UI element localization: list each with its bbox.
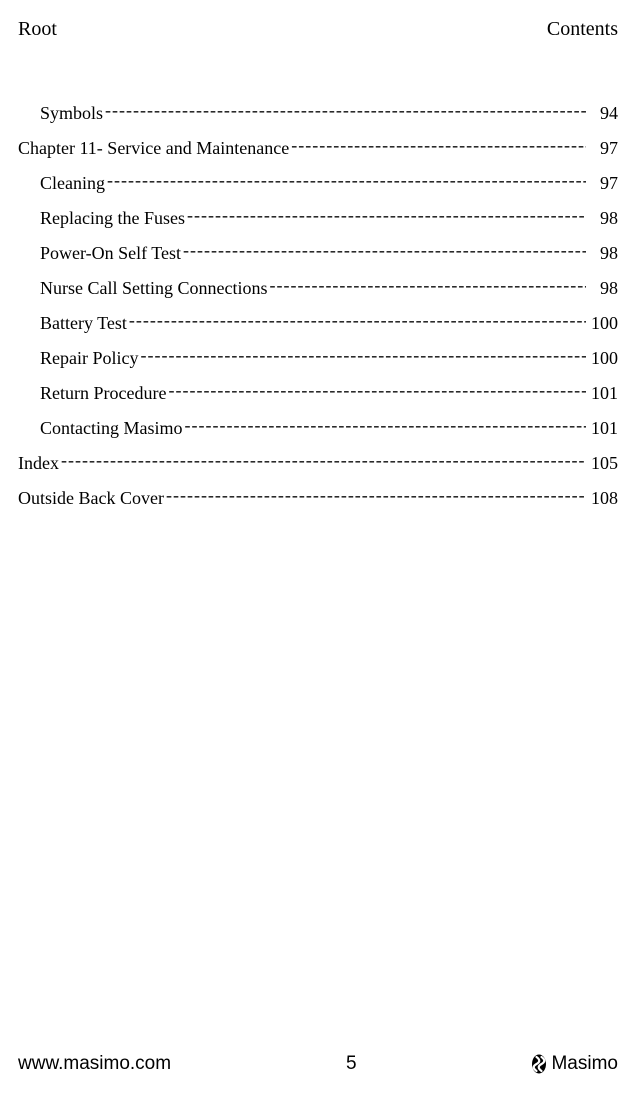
toc-entry-page: 97 xyxy=(588,174,618,192)
footer-brand-text: Masimo xyxy=(551,1053,618,1075)
toc-entry-label: Outside Back Cover xyxy=(18,489,164,507)
table-of-contents: Symbols 94 Chapter 11- Service and Mainten… xyxy=(18,101,618,507)
toc-leader xyxy=(269,276,586,294)
toc-leader xyxy=(105,101,586,119)
toc-entry-label: Nurse Call Setting Connections xyxy=(40,279,267,297)
toc-leader xyxy=(187,206,586,224)
toc-entry: Contacting Masimo 101 xyxy=(40,416,618,437)
toc-entry-label: Contacting Masimo xyxy=(40,419,183,437)
toc-entry-page: 108 xyxy=(588,489,618,507)
toc-leader xyxy=(107,171,586,189)
page-footer: www.masimo.com 5 Masimo xyxy=(0,1053,636,1075)
toc-entry: Nurse Call Setting Connections 98 xyxy=(40,276,618,297)
footer-url: www.masimo.com xyxy=(18,1053,171,1075)
toc-entry-label: Return Procedure xyxy=(40,384,166,402)
toc-leader xyxy=(61,451,586,469)
toc-entry-page: 100 xyxy=(588,349,618,367)
toc-entry: Symbols 94 xyxy=(40,101,618,122)
toc-leader xyxy=(291,136,586,154)
header-left: Root xyxy=(18,18,57,41)
toc-entry: Power-On Self Test 98 xyxy=(40,241,618,262)
toc-entry-label: Index xyxy=(18,454,59,472)
footer-page-number: 5 xyxy=(346,1053,357,1075)
toc-entry: Index 105 xyxy=(18,451,618,472)
toc-entry-label: Cleaning xyxy=(40,174,105,192)
toc-entry: Replacing the Fuses 98 xyxy=(40,206,618,227)
footer-brand-block: Masimo xyxy=(531,1053,618,1075)
toc-entry: Outside Back Cover 108 xyxy=(18,486,618,507)
toc-entry: Chapter 11- Service and Maintenance 97 xyxy=(18,136,618,157)
toc-entry: Battery Test 100 xyxy=(40,311,618,332)
toc-leader xyxy=(185,416,587,434)
toc-entry-label: Chapter 11- Service and Maintenance xyxy=(18,139,289,157)
toc-entry: Repair Policy 100 xyxy=(40,346,618,367)
toc-entry-page: 98 xyxy=(588,244,618,262)
toc-entry-label: Repair Policy xyxy=(40,349,138,367)
toc-entry-page: 101 xyxy=(588,384,618,402)
page: Root Contents Symbols 94 Chapter 11- Servi… xyxy=(0,0,636,1097)
toc-entry-page: 98 xyxy=(588,279,618,297)
toc-entry-label: Power-On Self Test xyxy=(40,244,181,262)
toc-entry-label: Battery Test xyxy=(40,314,127,332)
toc-entry-label: Replacing the Fuses xyxy=(40,209,185,227)
toc-entry-label: Symbols xyxy=(40,104,103,122)
toc-entry: Return Procedure 101 xyxy=(40,381,618,402)
toc-entry-page: 97 xyxy=(588,139,618,157)
toc-entry-page: 94 xyxy=(588,104,618,122)
toc-entry: Cleaning 97 xyxy=(40,171,618,192)
toc-entry-page: 100 xyxy=(588,314,618,332)
toc-entry-page: 98 xyxy=(588,209,618,227)
masimo-logo-icon xyxy=(531,1054,547,1074)
page-header: Root Contents xyxy=(18,18,618,41)
toc-entry-page: 101 xyxy=(588,419,618,437)
toc-leader xyxy=(140,346,586,364)
toc-leader xyxy=(129,311,586,329)
header-right: Contents xyxy=(547,18,618,41)
toc-leader xyxy=(183,241,586,259)
toc-leader xyxy=(166,486,586,504)
toc-entry-page: 105 xyxy=(588,454,618,472)
toc-leader xyxy=(168,381,586,399)
